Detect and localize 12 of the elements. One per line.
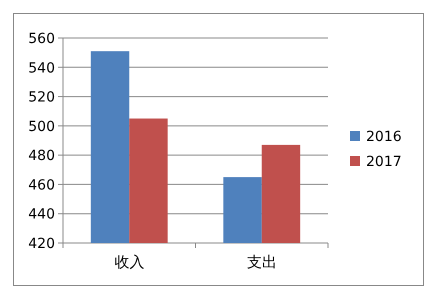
legend-label: 2017 bbox=[366, 154, 402, 170]
x-tick-label: 收入 bbox=[114, 253, 144, 271]
y-tick-label: 480 bbox=[28, 148, 55, 164]
x-tick-label: 支出 bbox=[246, 253, 277, 271]
y-tick-label: 460 bbox=[28, 177, 55, 194]
y-tick-label: 540 bbox=[28, 60, 55, 76]
y-tick-label: 420 bbox=[28, 236, 55, 252]
y-tick-label: 440 bbox=[28, 206, 55, 223]
y-tick-label: 560 bbox=[28, 31, 55, 47]
y-tick-label: 500 bbox=[28, 118, 55, 135]
y-tick-label: 520 bbox=[28, 90, 55, 106]
legend-label: 2016 bbox=[366, 129, 402, 145]
